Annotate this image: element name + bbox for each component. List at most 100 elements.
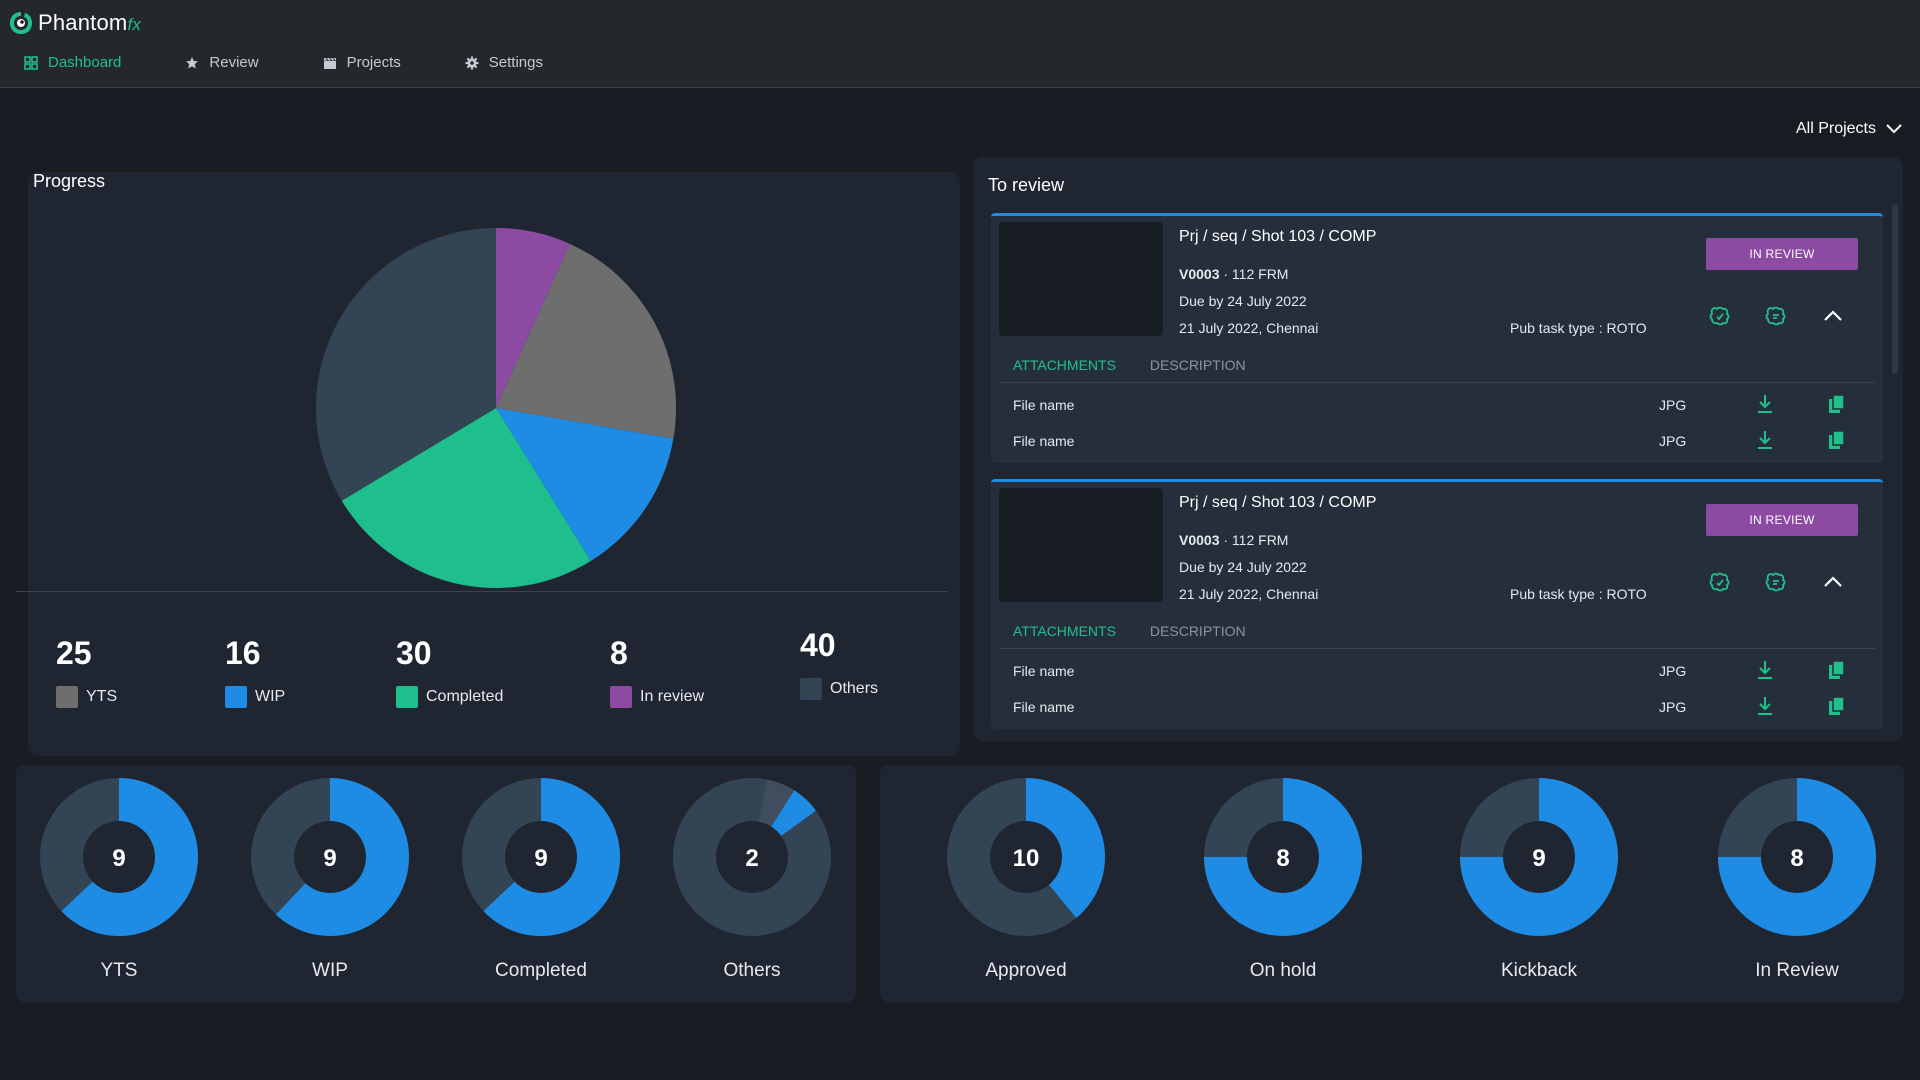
due-date: Due by 24 July 2022 [1179, 559, 1307, 575]
progress-title: Progress [33, 171, 106, 191]
stat-yts-label: YTS [86, 688, 118, 705]
wip-swatch [225, 686, 247, 708]
donut-in-review: 8 In Review [1712, 777, 1882, 982]
in-review-swatch [610, 686, 632, 708]
approve-icon[interactable] [1708, 304, 1732, 328]
stat-completed-value: 30 [396, 635, 432, 671]
stat-in-review: 8 In review [610, 635, 704, 708]
download-icon[interactable] [1755, 393, 1775, 415]
stat-yts-value: 25 [56, 635, 92, 671]
nav-projects[interactable]: Projects [323, 54, 401, 71]
donut-kickback-label: Kickback [1500, 960, 1578, 981]
donut-wip-label: WIP [312, 960, 348, 981]
stat-in-review-value: 8 [610, 635, 628, 671]
file-type: JPG [1659, 699, 1687, 715]
copy-icon[interactable] [1828, 430, 1846, 450]
download-icon[interactable] [1755, 429, 1775, 451]
donut-center [990, 821, 1062, 893]
donut-value: 9 [112, 845, 125, 872]
main-nav: Dashboard Review Projects Settings [24, 54, 607, 71]
top-bar: Phantomfx Dashboard Review Projects Sett… [0, 0, 1920, 88]
donut-approved-chart: 10 [947, 778, 1105, 936]
pie-slice-completed[interactable] [341, 408, 591, 588]
file-type: JPG [1659, 397, 1687, 413]
file-type: JPG [1659, 433, 1687, 449]
donut-kickback-chart: 9 [1460, 778, 1618, 936]
progress-pie-chart [315, 228, 676, 588]
donut-yts-label: YTS [100, 960, 138, 981]
shot-version: V0003 · 112 FRM [1179, 532, 1288, 548]
pie-slice-yts[interactable] [496, 243, 676, 439]
review-scrollbar[interactable] [1892, 204, 1898, 374]
donut-value: 9 [323, 845, 336, 872]
approve-icon[interactable] [1708, 570, 1732, 594]
donut-on-hold-label: On hold [1249, 960, 1317, 981]
completed-swatch [396, 686, 418, 708]
donut-yts-chart: 9 [40, 778, 198, 936]
file-name: File name [1013, 397, 1075, 413]
revise-icon[interactable] [1764, 304, 1788, 328]
shot-version: V0003 · 112 FRM [1179, 266, 1288, 282]
nav-projects-label: Projects [346, 54, 401, 71]
version-number: V0003 [1179, 532, 1220, 548]
tab-attachments[interactable]: ATTACHMENTS [1013, 623, 1116, 639]
pie-slice-in-review[interactable] [496, 228, 570, 408]
status-badge[interactable]: IN REVIEW [1706, 238, 1858, 270]
shot-thumbnail[interactable] [999, 488, 1163, 602]
stat-others: 40 Others [800, 627, 878, 700]
review-card[interactable]: Prj / seq / Shot 103 / COMP V0003 · 112 … [991, 213, 1883, 463]
shot-title: Prj / seq / Shot 103 / COMP [1179, 494, 1377, 511]
pie-slice-wip[interactable] [496, 408, 674, 562]
revise-icon[interactable] [1764, 570, 1788, 594]
task-status-donut-panel: 9 YTS 9 WIP 9 Completed 2 Others [16, 765, 856, 1002]
file-row: File name JPG [1013, 657, 1863, 687]
nav-dashboard[interactable]: Dashboard [24, 54, 121, 71]
stat-wip-label: WIP [255, 688, 286, 705]
card-tabs: ATTACHMENTS DESCRIPTION [1013, 357, 1246, 373]
donut-approved-label: Approved [985, 960, 1067, 981]
shot-thumbnail[interactable] [999, 222, 1163, 336]
pie-slice-others[interactable] [315, 228, 496, 501]
donut-center [1761, 821, 1833, 893]
donut-value: 8 [1790, 845, 1803, 872]
file-row: File name JPG [1013, 693, 1863, 723]
review-status-donut-panel: 10 Approved 8 On hold 9 Kickback 8 In Re… [880, 765, 1904, 1002]
download-icon[interactable] [1755, 695, 1775, 717]
logo-text: Phantomfx [38, 10, 142, 35]
tab-description[interactable]: DESCRIPTION [1149, 357, 1246, 373]
stat-completed: 30 Completed [396, 635, 503, 708]
review-card[interactable]: Prj / seq / Shot 103 / COMP V0003 · 112 … [991, 479, 1883, 729]
project-filter-dropdown[interactable]: All Projects [1796, 120, 1902, 138]
nav-review[interactable]: Review [185, 54, 259, 71]
stat-completed-label: Completed [426, 688, 504, 705]
nav-settings[interactable]: Settings [465, 54, 543, 71]
submit-date-location: 21 July 2022, Chennai [1179, 320, 1319, 336]
card-tabs: ATTACHMENTS DESCRIPTION [1013, 623, 1246, 639]
chevron-up-icon[interactable] [1821, 304, 1845, 328]
donut-others: 2 Others [667, 777, 837, 982]
donut-kickback: 9 Kickback [1454, 777, 1624, 982]
status-badge[interactable]: IN REVIEW [1706, 504, 1858, 536]
copy-icon[interactable] [1828, 696, 1846, 716]
donut-center [1503, 821, 1575, 893]
tab-description[interactable]: DESCRIPTION [1149, 623, 1246, 639]
tab-attachments[interactable]: ATTACHMENTS [1013, 357, 1116, 373]
donut-fill-segment[interactable] [1026, 778, 1105, 918]
copy-icon[interactable] [1828, 660, 1846, 680]
pie-svg [315, 228, 676, 588]
app-logo[interactable]: Phantomfx [8, 8, 141, 38]
chevron-up-icon[interactable] [1821, 570, 1845, 594]
nav-review-label: Review [209, 54, 259, 71]
donut-center [505, 821, 577, 893]
stat-in-review-label: In review [640, 688, 705, 705]
file-name: File name [1013, 663, 1075, 679]
donut-center [1247, 821, 1319, 893]
copy-icon[interactable] [1828, 394, 1846, 414]
donut-value: 9 [534, 845, 547, 872]
donut-in-review-label: In Review [1755, 960, 1839, 981]
donut-on-hold: 8 On hold [1198, 777, 1368, 982]
download-icon[interactable] [1755, 659, 1775, 681]
stat-others-value: 40 [800, 627, 836, 663]
frame-count: · 112 FRM [1223, 266, 1289, 282]
nav-dashboard-label: Dashboard [48, 54, 122, 71]
